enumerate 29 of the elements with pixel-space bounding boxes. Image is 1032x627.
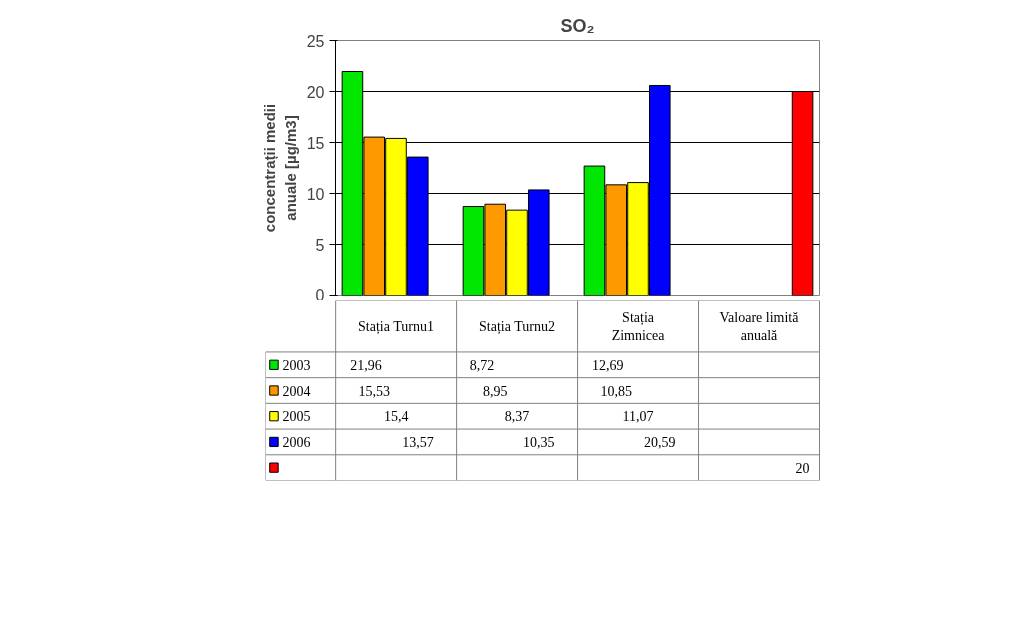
x-tick-label: Stația Turnu1 bbox=[358, 318, 434, 335]
x-tick-label: Stația Zimnicea bbox=[611, 309, 666, 343]
y-tick-label: 10 bbox=[306, 185, 325, 203]
data-label: 15,4 bbox=[383, 409, 409, 425]
data-label: 20,59 bbox=[644, 434, 676, 450]
data-label: 12,69 bbox=[592, 357, 624, 373]
y-tick-label: 15 bbox=[306, 134, 325, 152]
data-label: 15,53 bbox=[358, 383, 391, 399]
data-label: 8,37 bbox=[504, 409, 530, 425]
chart-title: SO₂ bbox=[560, 15, 595, 36]
data-label: 11,07 bbox=[622, 409, 654, 425]
data-label: 13,57 bbox=[402, 434, 434, 450]
data-label: 10,85 bbox=[600, 383, 633, 399]
data-label: 8,95 bbox=[483, 383, 508, 399]
legend-label: 2004 bbox=[282, 383, 311, 399]
legend-label: 2005 bbox=[282, 409, 311, 425]
legend-label: 2006 bbox=[282, 434, 311, 450]
data-label: 10,35 bbox=[523, 434, 555, 450]
data-label: 8,72 bbox=[469, 357, 495, 373]
x-tick-label: Stația Turnu2 bbox=[479, 318, 555, 335]
data-label: 21,96 bbox=[350, 357, 382, 373]
y-tick-label: 25 bbox=[306, 32, 325, 50]
y-tick-label: 20 bbox=[306, 83, 325, 101]
data-label: 20 bbox=[795, 460, 810, 476]
y-axis-title: concentrații medii anuale [µg/m3] bbox=[261, 103, 299, 233]
y-tick-label: 5 bbox=[315, 236, 325, 254]
x-tick-label: Valoare limită anuală bbox=[719, 309, 800, 343]
legend-label: 2003 bbox=[282, 357, 311, 373]
y-tick-label: 0 bbox=[315, 286, 325, 304]
